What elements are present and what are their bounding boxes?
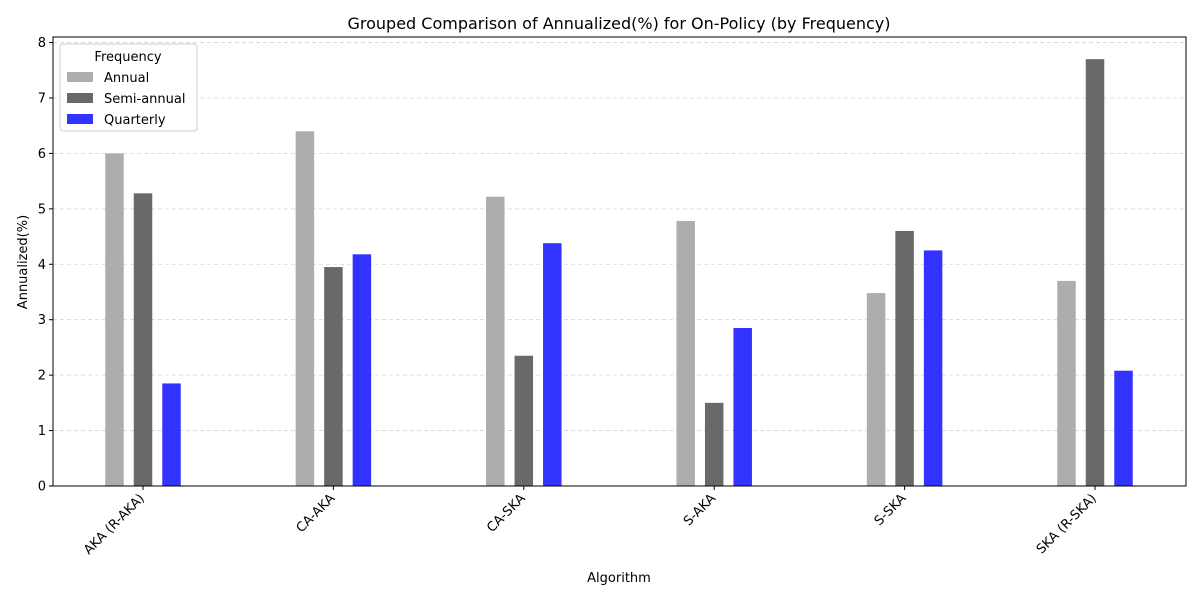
bar-annual-3 bbox=[486, 196, 505, 486]
x-axis-ticks: AKA (R-AKA) CA-AKA CA-SKA S-AKA S-SKA SKA (R-… bbox=[81, 486, 1100, 558]
legend-swatch bbox=[67, 114, 93, 124]
legend-swatch bbox=[67, 72, 93, 82]
bar-semi-annual-5 bbox=[895, 231, 914, 486]
bar-annual-1 bbox=[105, 153, 124, 486]
y-axis-title: Annualized(%) bbox=[16, 215, 31, 309]
y-tick-label: 0 bbox=[38, 480, 46, 495]
bar-quarterly-5 bbox=[923, 250, 943, 486]
bar-annual-4 bbox=[676, 221, 695, 487]
x-tick-label: CA-SKA bbox=[484, 491, 528, 535]
legend-label: Semi-annual bbox=[104, 92, 185, 107]
legend-label: Annual bbox=[104, 71, 149, 86]
bar-quarterly-3 bbox=[543, 243, 562, 486]
x-tick-label: S-SKA bbox=[872, 491, 910, 529]
bars bbox=[105, 59, 1133, 487]
y-tick-label: 7 bbox=[38, 91, 46, 106]
legend-title: Frequency bbox=[94, 50, 161, 65]
bar-semi-annual-1 bbox=[133, 193, 153, 486]
legend-box bbox=[59, 43, 198, 132]
x-axis-title: Algorithm bbox=[587, 571, 651, 586]
bar-annual-6 bbox=[1057, 280, 1076, 486]
bar-quarterly-6 bbox=[1114, 370, 1133, 486]
legend-label: Quarterly bbox=[104, 113, 166, 128]
y-tick-label: 4 bbox=[38, 258, 46, 273]
x-tick-label: CA-AKA bbox=[294, 491, 339, 536]
y-tick-label: 5 bbox=[38, 202, 46, 217]
legend-items: Annual Semi-annual Quarterly bbox=[67, 71, 185, 128]
y-tick-label: 1 bbox=[38, 424, 46, 439]
x-tick-label: SKA (R-SKA) bbox=[1034, 491, 1100, 557]
bar-annual-2 bbox=[295, 131, 315, 487]
bar-semi-annual-4 bbox=[704, 402, 724, 486]
chart-title: Grouped Comparison of Annualized(%) for … bbox=[348, 14, 891, 33]
y-tick-label: 8 bbox=[38, 36, 46, 51]
y-axis-ticks: 0 1 2 3 4 5 6 7 8 bbox=[38, 36, 53, 495]
y-tick-label: 3 bbox=[38, 313, 46, 328]
x-tick-label: S-AKA bbox=[681, 491, 719, 529]
grid-lines bbox=[53, 42, 1186, 487]
bar-semi-annual-2 bbox=[324, 267, 343, 486]
legend-swatch bbox=[67, 93, 93, 103]
bar-quarterly-1 bbox=[162, 383, 181, 486]
bar-quarterly-2 bbox=[352, 254, 372, 486]
plot-frame bbox=[52, 36, 1187, 487]
x-tick-label: AKA (R-AKA) bbox=[81, 491, 148, 558]
bar-quarterly-4 bbox=[733, 328, 752, 486]
bar-semi-annual-3 bbox=[514, 355, 534, 486]
bar-semi-annual-6 bbox=[1085, 59, 1105, 486]
y-tick-label: 6 bbox=[38, 147, 46, 162]
legend: Frequency Annual Semi-annual Quarterly bbox=[59, 43, 198, 132]
y-tick-label: 2 bbox=[38, 369, 46, 384]
bar-annual-5 bbox=[866, 293, 886, 486]
